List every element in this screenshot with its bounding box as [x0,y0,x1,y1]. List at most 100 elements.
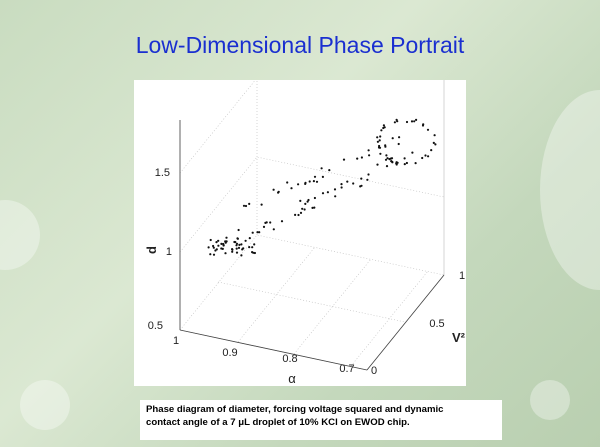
point [290,187,293,190]
point [379,152,382,155]
point [235,247,238,250]
point [395,161,398,164]
point [299,199,302,202]
point [360,184,363,187]
point [377,146,381,149]
point [217,239,220,242]
background-decoration [540,90,600,290]
point [258,231,261,234]
x-tick-label: 1 [173,335,179,347]
point [225,236,228,239]
point [237,246,241,249]
point [280,220,284,223]
point [415,118,418,121]
point [368,154,371,157]
point [212,246,215,249]
point [352,182,355,185]
point [224,252,227,255]
x-tick-label: 0.8 [282,353,297,365]
frame [179,234,445,331]
point [248,202,251,205]
point [233,240,236,244]
x-axis-line [179,329,368,371]
point [386,157,389,160]
point [235,251,239,254]
grid [179,156,445,253]
point [308,180,311,183]
point [294,213,297,216]
point [240,243,243,246]
point [432,141,435,144]
point [262,225,266,228]
point [367,149,370,152]
point [405,120,409,124]
point [376,163,379,166]
point [356,157,359,160]
caption: Phase diagram of diameter, forcing volta… [140,400,502,440]
point [209,253,212,256]
point [421,124,425,127]
z-tick-label: 1.5 [155,167,170,179]
point [398,136,401,139]
point [304,182,307,185]
point [212,253,216,256]
point [221,247,224,250]
grid [217,281,406,323]
point [215,248,218,251]
point [340,186,343,189]
point [426,128,430,131]
point [272,188,275,191]
point [212,244,215,248]
point [242,247,245,250]
point [286,181,289,184]
point [260,203,263,206]
point [306,200,309,203]
point [277,191,280,194]
point [334,195,337,198]
point [312,180,315,183]
point [251,251,254,254]
point [376,136,379,139]
point [380,129,383,132]
point [346,180,349,183]
point [410,120,414,123]
point [235,244,238,247]
y-tick-label: 0 [371,365,377,377]
background-decoration [530,380,570,420]
slide-title: Low-Dimensional Phase Portrait [135,32,465,58]
point [403,157,406,160]
point [385,165,389,168]
point [240,254,243,257]
point [207,246,210,249]
point [424,154,427,157]
point [313,206,316,209]
point [297,183,300,186]
point [383,126,386,129]
point [236,237,239,240]
point [396,120,399,123]
y-tick-label: 0.5 [429,318,444,330]
caption-line: Phase diagram of diameter, forcing volta… [146,404,444,415]
point [311,206,314,209]
point [427,155,430,158]
point [367,173,370,176]
point [382,124,385,127]
point [434,143,437,146]
point [253,251,256,255]
point [224,240,227,243]
point [244,239,247,242]
point [237,228,240,232]
point [395,163,398,166]
point [391,160,394,163]
point [360,156,363,159]
point [242,204,246,207]
point [217,244,220,247]
point [248,237,251,240]
point [411,151,414,154]
point [301,207,304,210]
point [256,231,259,234]
point [220,242,223,245]
point [333,188,337,191]
point [378,139,381,142]
